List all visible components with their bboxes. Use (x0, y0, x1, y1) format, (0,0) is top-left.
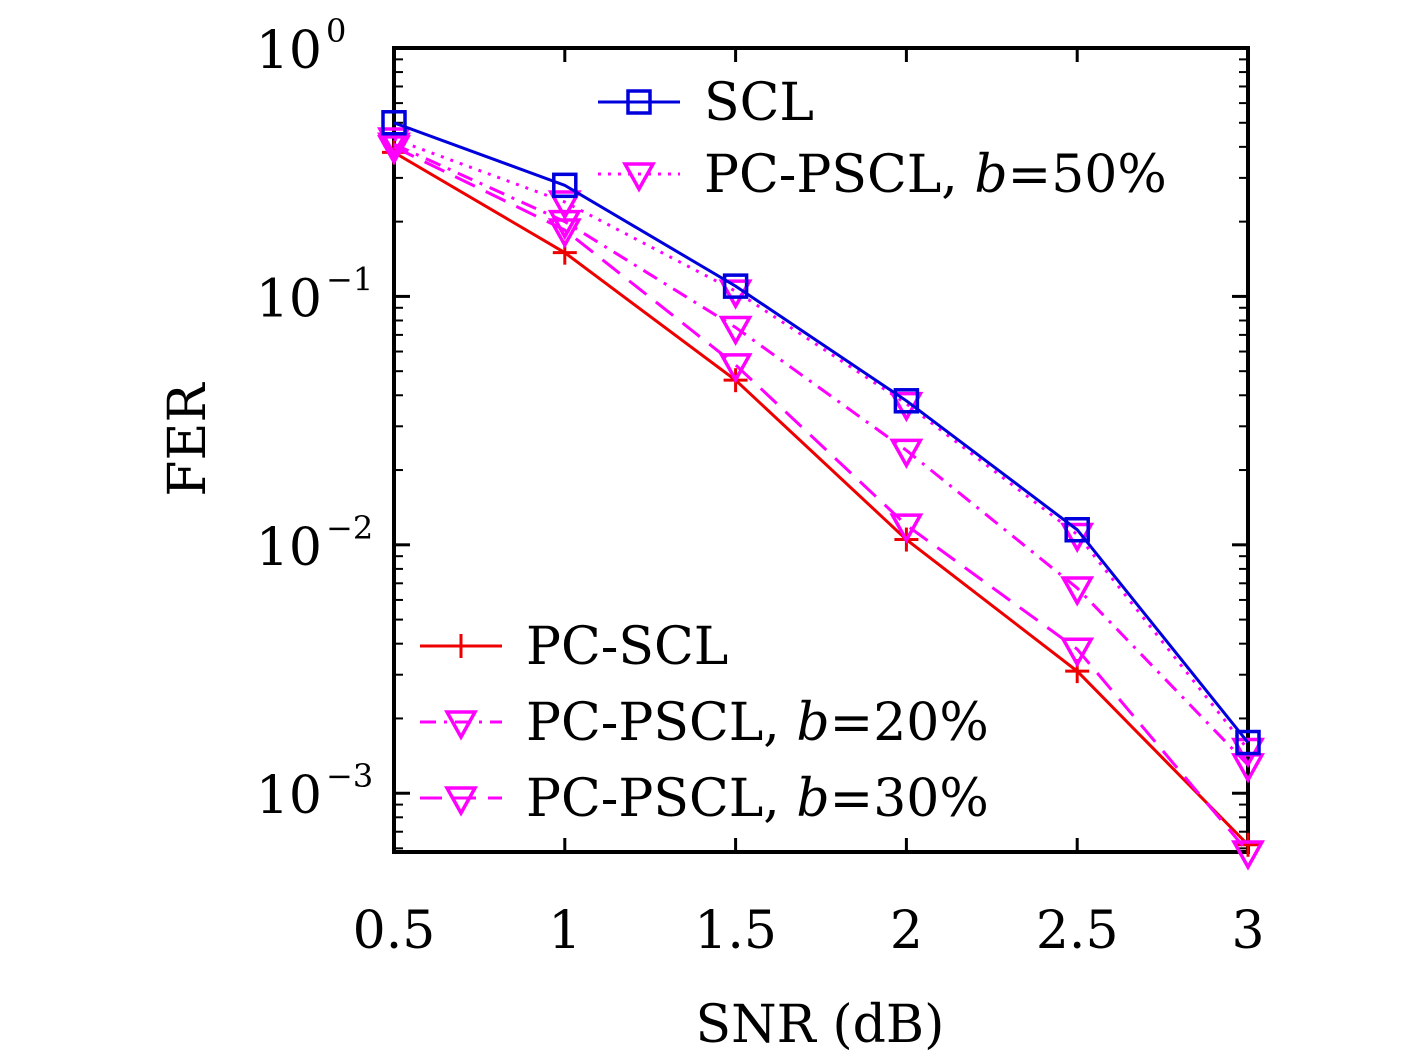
series-point-0 (1064, 516, 1090, 543)
y-tick-exponent: −3 (326, 757, 373, 795)
series-point-4 (1231, 840, 1265, 871)
legend-0: SCL PC-PSCL, b=50% (598, 73, 1167, 205)
series-point-3 (718, 315, 753, 347)
series-point-4 (889, 513, 924, 544)
legend-marker (444, 786, 478, 817)
series-point-0 (1235, 729, 1261, 756)
series-point-0 (893, 388, 920, 414)
series-line-3 (393, 142, 1250, 766)
series-point-0 (722, 273, 749, 299)
y-tick-exponent: −2 (326, 509, 373, 547)
legend-label: PC-SCL (526, 617, 728, 677)
series-point-1 (547, 190, 582, 221)
y-tick-label: 10 (256, 766, 322, 826)
y-tick-label: 10 (256, 269, 322, 329)
series-point-4 (1060, 637, 1095, 668)
legend-label: PC-PSCL, b=30% (526, 769, 989, 829)
x-tick-label: 1.5 (694, 901, 777, 961)
legend-label: SCL (704, 73, 814, 133)
x-axis-label: SNR (dB) (696, 995, 945, 1055)
y-tick-label: 10 (256, 21, 322, 81)
series-point-3 (889, 438, 924, 469)
series-0 (381, 110, 1261, 756)
series-line-1 (393, 137, 1250, 751)
series-4 (377, 135, 1265, 871)
legend-label: PC-PSCL, b=50% (704, 145, 1167, 205)
series-line-0 (393, 121, 1250, 744)
legend-marker (444, 710, 478, 741)
series-layer (377, 110, 1265, 871)
series-3 (377, 132, 1265, 784)
series-point-1 (377, 127, 411, 158)
x-tick-label: 1 (548, 901, 581, 961)
x-tick-label: 2.5 (1036, 901, 1119, 961)
x-tick-label: 3 (1231, 901, 1264, 961)
y-axis-label: FER (158, 382, 218, 497)
series-line-2 (393, 151, 1250, 846)
legend-marker (622, 162, 656, 193)
legend-label: PC-PSCL, b=20% (526, 693, 989, 753)
legend-marker (449, 634, 473, 658)
series-point-3 (1060, 576, 1095, 607)
series-point-4 (718, 353, 753, 384)
plot-frame (392, 46, 1250, 854)
legend-marker (626, 89, 652, 115)
legend-1: PC-SCL PC-PSCL, b=20% PC-PSCL, b=30% (420, 617, 989, 829)
series-point-0 (552, 172, 578, 199)
y-tick-exponent: 0 (326, 12, 346, 50)
series-point-3 (547, 209, 582, 241)
y-tick-label: 10 (256, 518, 322, 578)
x-tick-label: 0.5 (353, 901, 436, 961)
series-line-4 (393, 145, 1250, 853)
series-point-1 (718, 279, 753, 310)
x-tick-label: 2 (890, 901, 923, 961)
y-tick-exponent: −1 (326, 260, 373, 298)
series-point-0 (381, 110, 407, 136)
